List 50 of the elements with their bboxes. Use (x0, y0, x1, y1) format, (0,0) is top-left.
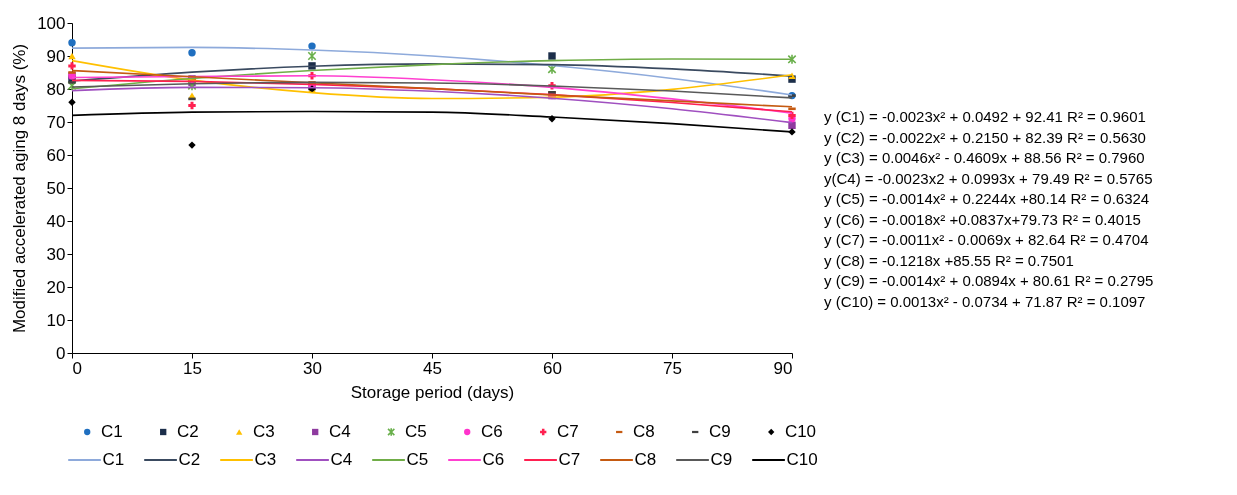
legend-label: C1 (102, 450, 125, 469)
legend-label: C5 (404, 422, 427, 441)
legend-label: C9 (708, 422, 731, 441)
text: y (C8) = -0.1218x +85.55 R² = 0.7501 (824, 251, 1074, 269)
legend-label: C4 (330, 450, 353, 469)
text: y (C10) = 0.0013x² - 0.0734 + 71.87 R² = 0.1097 (824, 292, 1146, 310)
legend-label: C6 (482, 450, 505, 469)
x-tick-label: 0 (72, 358, 82, 378)
legend-label: C3 (254, 450, 277, 469)
legend-label: C3 (252, 422, 275, 441)
y-tick-label: 60 (46, 145, 66, 165)
x-tick-label: 60 (543, 358, 562, 378)
text: y (C9) = -0.0014x² + 0.0894x + 80.61 R² = 0.2795 (824, 272, 1154, 290)
y-tick-label: 70 (46, 112, 66, 132)
text: y (C3) = 0.0046x² - 0.4609x + 88.56 R² = 0.7960 (824, 149, 1145, 167)
legend-label: C1 (100, 422, 123, 441)
text: y (C2) = -0.0022x² + 0.2150 + 82.39 R² = 0.5630 (824, 128, 1146, 146)
legend-label: C4 (328, 422, 351, 441)
y-tick-label: 100 (37, 13, 66, 33)
legend-label: C2 (178, 450, 201, 469)
legend-label: C9 (710, 450, 733, 469)
legend-label: C5 (406, 450, 429, 469)
text: y (C5) = -0.0014x² + 0.2244x +80.14 R² = 0.6324 (824, 190, 1150, 208)
y-tick-label: 10 (46, 310, 66, 330)
x-tick-label: 45 (423, 358, 442, 378)
y-axis-title: Modified accelerated aging 8 days (%) (10, 43, 30, 334)
legend-label: C10 (786, 450, 818, 469)
text: y(C4) = -0.0023x2 + 0.0993x + 79.49 R² = 0.5765 (824, 169, 1153, 187)
legend-label: C7 (558, 450, 581, 469)
x-tick-label: 30 (303, 358, 322, 378)
y-tick-label: 0 (56, 343, 66, 363)
legend-label: C10 (784, 422, 817, 441)
x-tick-label: 15 (183, 358, 202, 378)
y-tick-label: 40 (46, 211, 66, 231)
legend-label: C2 (176, 422, 199, 441)
y-tick-label: 30 (46, 244, 66, 264)
text: y (C1) = -0.0023x² + 0.0492 + 92.41 R² = 0.9601 (824, 108, 1146, 126)
text: y (C6) = -0.0018x² +0.0837x+79.73 R² = 0.4015 (824, 210, 1141, 228)
y-tick-label: 90 (46, 46, 66, 66)
x-tick-label: 75 (663, 358, 682, 378)
legend-label: C7 (556, 422, 579, 441)
y-tick-label: 20 (46, 277, 66, 297)
x-tick-label: 90 (773, 358, 793, 378)
legend-label: C6 (480, 422, 503, 441)
text: y (C7) = -0.0011x² - 0.0069x + 82.64 R² = 0.4704 (824, 231, 1149, 249)
legend-label: C8 (632, 422, 655, 441)
y-tick-label: 80 (46, 79, 66, 99)
x-axis-title: Storage period (days) (350, 382, 515, 402)
y-tick-label: 50 (46, 178, 66, 198)
legend-label: C8 (634, 450, 657, 469)
